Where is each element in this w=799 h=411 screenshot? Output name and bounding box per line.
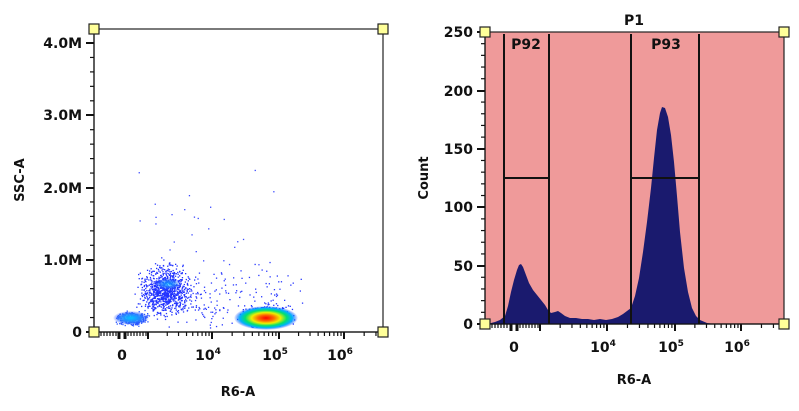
y-tick-250: 250: [444, 25, 473, 41]
scatter-y-axis: [86, 29, 95, 333]
resize-handle-bottom-left[interactable]: [479, 318, 491, 330]
resize-handle-bottom-right[interactable]: [778, 318, 790, 330]
x-tick-1e4: 104: [195, 347, 221, 364]
histogram-plot: P92 P93 P1 250 200 150 100 50 0 Count: [417, 13, 790, 388]
histogram-y-axis: [477, 31, 486, 325]
scatter-x-axis: [94, 331, 383, 339]
x-axis-title: R6-A: [221, 385, 256, 400]
spread-population-density: [154, 278, 182, 290]
y-tick-2m: 2.0M: [43, 181, 82, 197]
resize-handle-top-right[interactable]: [377, 23, 389, 35]
scatter-plot: 4.0M 3.0M 2.0M 1.0M 0 SSC-A 0 104 105 10…: [13, 23, 389, 400]
y-tick-4m: 4.0M: [43, 36, 82, 52]
histogram-area: [487, 107, 715, 324]
y-tick-200: 200: [444, 84, 473, 100]
resize-handle-top-left[interactable]: [479, 26, 491, 38]
gate-label-p93: P93: [651, 37, 681, 53]
x-tick-1e6: 106: [724, 339, 750, 356]
y-tick-1m: 1.0M: [43, 253, 82, 269]
scatter-frame: [93, 28, 384, 333]
histogram-x-axis: [485, 323, 784, 331]
y-tick-150: 150: [444, 142, 473, 158]
resize-handle-top-left[interactable]: [88, 23, 100, 35]
x-tick-1e5: 105: [262, 347, 288, 364]
gate-label-p92: P92: [511, 37, 541, 53]
gate-p93[interactable]: [630, 34, 700, 324]
y-tick-0: 0: [72, 325, 82, 341]
histogram-title: P1: [624, 13, 644, 29]
y-tick-100: 100: [444, 200, 473, 216]
y-tick-3m: 3.0M: [43, 108, 82, 124]
y-axis-title: SSC-A: [13, 158, 28, 201]
x-tick-0: 0: [509, 340, 519, 356]
x-tick-1e4: 104: [590, 339, 616, 356]
x-tick-0: 0: [117, 348, 127, 364]
resize-handle-top-right[interactable]: [778, 26, 790, 38]
y-axis-title: Count: [417, 156, 432, 199]
y-tick-50: 50: [454, 259, 474, 275]
positive-population-density: [234, 306, 298, 330]
negative-population-density: [113, 311, 149, 325]
x-tick-1e6: 106: [327, 347, 353, 364]
resize-handle-bottom-left[interactable]: [88, 326, 100, 338]
gate-p92[interactable]: [503, 34, 550, 324]
y-tick-0: 0: [463, 317, 473, 333]
resize-handle-bottom-right[interactable]: [377, 326, 389, 338]
x-tick-1e5: 105: [658, 339, 684, 356]
x-axis-title: R6-A: [617, 373, 652, 388]
